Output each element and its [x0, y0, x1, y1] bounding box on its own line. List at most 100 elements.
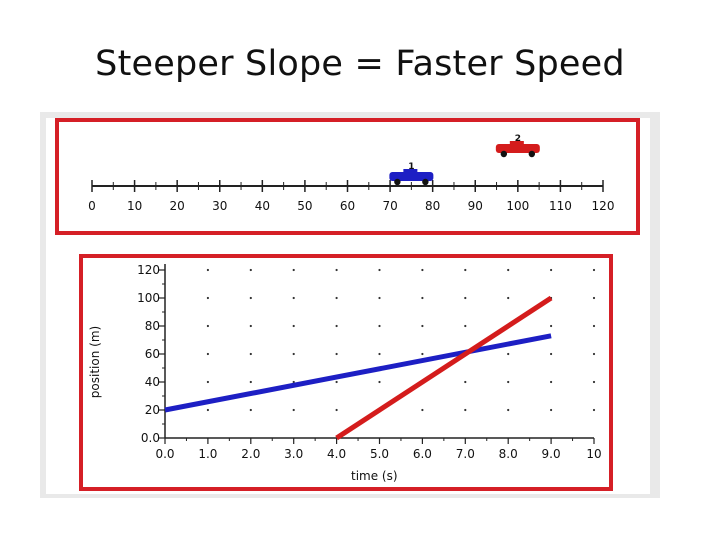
y-tick-label: 20 — [145, 403, 160, 417]
grid-dot — [592, 296, 596, 300]
x-tick-label: 3.0 — [284, 447, 303, 461]
grid-dot — [249, 408, 252, 412]
chart-grid — [206, 268, 596, 412]
grid-dot — [335, 324, 338, 328]
slide-title: Steeper Slope = Faster Speed — [95, 44, 625, 84]
x-tick-label: 7.0 — [456, 447, 475, 461]
grid-dot — [378, 324, 381, 328]
grid-dot — [378, 380, 381, 384]
track-tick-label: 120 — [592, 199, 615, 213]
grid-dot — [206, 296, 209, 300]
x-tick-label: 0.0 — [155, 447, 174, 461]
x-tick-label: 2.0 — [241, 447, 260, 461]
y-axis-label: position (m) — [88, 326, 102, 398]
grid-dot — [378, 268, 381, 272]
track-tick-label: 50 — [297, 199, 312, 213]
grid-dot — [249, 296, 252, 300]
grid-dot — [249, 268, 252, 272]
y-tick-label: 120 — [137, 263, 160, 277]
grid-dot — [421, 408, 424, 412]
series-line-blue — [164, 333, 552, 413]
grid-dot — [464, 324, 467, 328]
red-car: 2 — [495, 134, 540, 158]
track-tick-label: 110 — [549, 199, 572, 213]
red-car-label: 2 — [515, 134, 521, 144]
track-tick-label: 40 — [255, 199, 270, 213]
red-car-cab — [509, 141, 524, 145]
grid-dot — [378, 296, 381, 300]
track-tick-label: 90 — [468, 199, 483, 213]
grid-dot — [464, 380, 467, 384]
grid-dot — [592, 380, 596, 384]
grid-dot — [206, 268, 209, 272]
grid-dot — [335, 408, 338, 412]
blue-car: 1 — [389, 162, 434, 186]
track-frame — [55, 118, 640, 235]
grid-dot — [507, 408, 510, 412]
grid-dot — [550, 380, 553, 384]
grid-dot — [378, 352, 381, 356]
grid-dot — [292, 268, 295, 272]
grid-dot — [507, 380, 510, 384]
x-tick-label: 10 — [586, 447, 601, 461]
x-tick-label: 5.0 — [370, 447, 389, 461]
position-track: 0 10 20 30 40 50 60 70 80 90 100 110 120 1 2 — [88, 134, 614, 213]
track-tick-label: 20 — [170, 199, 185, 213]
track-tick-label: 10 — [127, 199, 142, 213]
grid-dot — [292, 352, 295, 356]
x-axis-label: time (s) — [351, 469, 398, 483]
chart-frame — [79, 254, 613, 491]
track-tick-label: 70 — [382, 199, 397, 213]
grid-dot — [335, 352, 338, 356]
grid-dot — [507, 352, 510, 356]
track-tick-label: 30 — [212, 199, 227, 213]
y-tick-label: 0.0 — [141, 431, 160, 445]
x-tick-label: 9.0 — [542, 447, 561, 461]
track-tick-label: 80 — [425, 199, 440, 213]
grid-dot — [335, 296, 338, 300]
grid-dot — [464, 296, 467, 300]
series-line-red — [335, 295, 553, 441]
grid-dot — [206, 324, 209, 328]
grid-dot — [592, 268, 596, 272]
chart-axes: 0.0 1.0 2.0 3.0 4.0 5.0 6.0 7.0 8.0 9.0 10 0.0 20 40 6… — [137, 263, 602, 461]
grid-dot — [335, 380, 338, 384]
y-tick-label: 40 — [145, 375, 160, 389]
x-tick-label: 8.0 — [499, 447, 518, 461]
grid-dot — [550, 408, 553, 412]
grid-dot — [206, 408, 209, 412]
chart-series — [164, 295, 553, 441]
y-tick-label: 60 — [145, 347, 160, 361]
grid-dot — [292, 296, 295, 300]
x-tick-label: 1.0 — [198, 447, 217, 461]
grid-dot — [464, 268, 467, 272]
grid-dot — [507, 296, 510, 300]
red-car-wheel — [500, 150, 508, 158]
grid-dot — [592, 352, 596, 356]
grid-dot — [592, 408, 596, 412]
grid-dot — [292, 324, 295, 328]
grid-dot — [421, 296, 424, 300]
grid-dot — [292, 408, 295, 412]
track-tick-label: 60 — [340, 199, 355, 213]
blue-car-wheel — [422, 178, 429, 186]
grid-dot — [249, 352, 252, 356]
grid-dot — [550, 324, 553, 328]
grid-dot — [421, 324, 424, 328]
grid-dot — [550, 352, 553, 356]
grid-dot — [335, 268, 338, 272]
grid-dot — [292, 380, 295, 384]
grid-dot — [249, 380, 252, 384]
grid-dot — [592, 324, 596, 328]
grid-dot — [550, 268, 553, 272]
red-car-wheel — [528, 150, 536, 158]
grid-dot — [421, 352, 424, 356]
grid-dot — [421, 268, 424, 272]
blue-car-cab — [403, 169, 418, 173]
x-tick-label: 6.0 — [413, 447, 432, 461]
x-tick-label: 4.0 — [327, 447, 346, 461]
track-tick-label: 0 — [88, 199, 96, 213]
grid-dot — [206, 380, 209, 384]
red-car-body — [495, 144, 540, 153]
grid-dot — [249, 324, 252, 328]
